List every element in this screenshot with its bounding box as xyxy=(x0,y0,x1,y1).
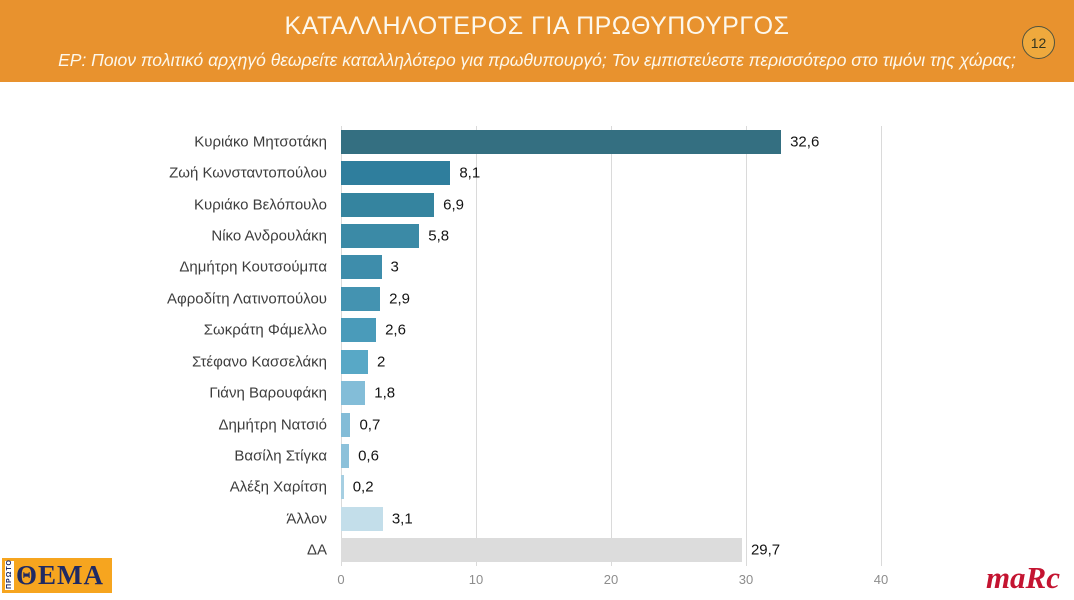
category-label: Αλέξη Χαρίτση xyxy=(229,478,327,496)
chart-row: ΔΑ 29,7 xyxy=(307,534,881,565)
x-tick-label: 0 xyxy=(337,572,345,587)
gridline xyxy=(746,126,747,566)
x-axis: 0 10 20 30 40 xyxy=(337,572,888,592)
bar-chart: Κυριάκο Μητσοτάκη 32,6 Ζωή Κωνσταντοπούλου… xyxy=(167,126,888,587)
bar xyxy=(341,506,383,531)
chart-rows: Κυριάκο Μητσοτάκη 32,6 Ζωή Κωνσταντοπούλου… xyxy=(167,126,881,566)
value-label: 29,7 xyxy=(750,541,781,559)
value-label: 32,6 xyxy=(790,133,820,151)
header: ΚΑΤΑΛΛΗΛΟΤΕΡΟΣ ΓΙΑ ΠΡΩΘΥΠΟΥΡΓΟΣ ΕΡ: Ποιο… xyxy=(0,0,1074,82)
bar xyxy=(341,381,366,406)
bar xyxy=(341,475,344,500)
chart-row: Νίκο Ανδρουλάκη 5,8 xyxy=(211,220,881,251)
chart-row: Αλέξη Χαρίτση 0,2 xyxy=(230,472,881,503)
bar xyxy=(341,129,782,154)
chart-row: Γιάνη Βαρουφάκη 1,8 xyxy=(209,377,881,408)
category-label: Στέφανο Κασσελάκη xyxy=(191,353,327,371)
value-label: 1,8 xyxy=(374,384,396,402)
chart-row: Ζωή Κωνσταντοπούλου 8,1 xyxy=(169,157,881,188)
page-subtitle: ΕΡ: Ποιον πολιτικό αρχηγό θεωρείτε καταλ… xyxy=(58,50,1016,70)
chart-row: Άλλον 3,1 xyxy=(286,503,881,534)
protothema-logo: ΠΡΩΤΟ ΘΕΜΑ xyxy=(2,558,112,593)
protothema-logo-prefix: ΠΡΩΤΟ xyxy=(5,559,14,590)
value-label: 0,7 xyxy=(359,416,381,433)
value-label: 8,1 xyxy=(459,164,481,182)
value-label: 3,1 xyxy=(391,510,413,528)
x-tick-label: 10 xyxy=(468,572,484,587)
marc-logo: maRc xyxy=(985,560,1060,595)
category-label: Ζωή Κωνσταντοπούλου xyxy=(169,164,327,182)
value-label: 2 xyxy=(377,353,386,371)
bar xyxy=(341,538,742,563)
page-title: ΚΑΤΑΛΛΗΛΟΤΕΡΟΣ ΓΙΑ ΠΡΩΘΥΠΟΥΡΓΟΣ xyxy=(284,12,790,40)
page-number-badge: 12 xyxy=(1022,26,1055,59)
chart-row: Αφροδίτη Λατινοπούλου 2,9 xyxy=(167,283,881,314)
category-label: Κυριάκο Βελόπουλο xyxy=(194,196,327,214)
protothema-logo-name: ΘΕΜΑ xyxy=(16,560,104,590)
bar xyxy=(341,349,368,374)
chart-row: Δημήτρη Νατσιό 0,7 xyxy=(219,409,881,440)
gridline xyxy=(476,126,477,566)
category-label: Κυριάκο Μητσοτάκη xyxy=(194,133,327,151)
chart-row: Στέφανο Κασσελάκη 2 xyxy=(192,346,881,377)
bar xyxy=(341,412,351,437)
gridline xyxy=(611,126,612,566)
bar xyxy=(341,255,382,280)
value-label: 2,6 xyxy=(385,321,406,339)
category-label: Δημήτρη Κουτσούμπα xyxy=(179,258,327,276)
category-label: Άλλον xyxy=(286,510,327,528)
gridline xyxy=(881,126,882,566)
value-label: 0,6 xyxy=(358,447,379,465)
x-tick-label: 40 xyxy=(873,572,889,587)
bar xyxy=(341,318,377,343)
category-label: Βασίλη Στίγκα xyxy=(234,447,327,465)
chart-row: Βασίλη Στίγκα 0,6 xyxy=(234,440,881,471)
chart-row: Σωκράτη Φάμελλο 2,6 xyxy=(204,315,881,346)
bar xyxy=(341,192,435,217)
category-label: ΔΑ xyxy=(306,541,327,559)
bar xyxy=(341,443,350,468)
x-tick-label: 20 xyxy=(603,572,619,587)
category-label: Νίκο Ανδρουλάκη xyxy=(211,227,327,245)
value-label: 2,9 xyxy=(389,290,410,308)
category-label: Δημήτρη Νατσιό xyxy=(218,416,327,433)
value-label: 6,9 xyxy=(443,196,464,214)
gridlines xyxy=(341,126,882,566)
bar xyxy=(341,161,451,186)
category-label: Αφροδίτη Λατινοπούλου xyxy=(167,290,327,308)
gridline xyxy=(341,126,342,566)
bar xyxy=(341,286,381,311)
bar xyxy=(341,223,420,248)
x-tick-label: 30 xyxy=(738,572,754,587)
category-label: Γιάνη Βαρουφάκη xyxy=(209,384,327,402)
chart-row: Κυριάκο Μητσοτάκη 32,6 xyxy=(194,126,881,157)
chart-row: Δημήτρη Κουτσούμπα 3 xyxy=(179,252,881,283)
chart-row: Κυριάκο Βελόπουλο 6,9 xyxy=(194,189,881,220)
value-label: 5,8 xyxy=(428,227,450,245)
value-label: 3 xyxy=(390,258,399,276)
category-label: Σωκράτη Φάμελλο xyxy=(203,321,327,339)
value-label: 0,2 xyxy=(352,478,374,496)
